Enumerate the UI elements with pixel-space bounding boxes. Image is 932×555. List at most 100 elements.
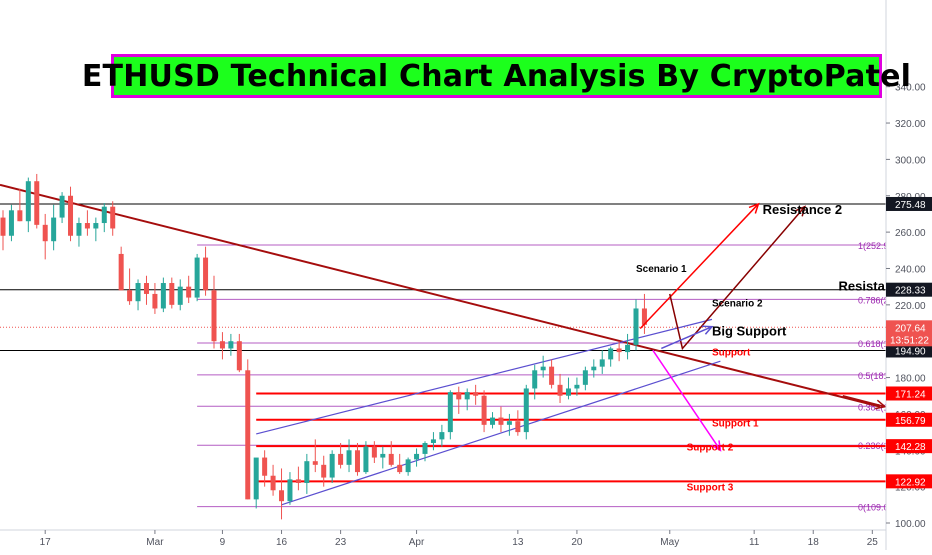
time-axis: 17 Mar 9 16 23 Apr 13 20 May 11 18 25 <box>0 529 886 548</box>
candle-body <box>236 341 242 371</box>
annotation-label: Big Support <box>712 324 787 339</box>
candle-body <box>219 341 225 349</box>
candle-body <box>34 181 40 225</box>
scenario-arrows <box>639 202 887 452</box>
price-level-badge <box>886 439 932 454</box>
current-price-label: 207.64 <box>895 323 926 334</box>
y-tick-label: 340.00 <box>895 83 926 94</box>
price-level-badge <box>886 412 932 427</box>
candle-body <box>565 388 571 396</box>
fib-level-label: 0.5(181 <box>858 371 889 381</box>
candle-body <box>506 421 512 425</box>
candle-body <box>405 459 411 473</box>
candle-body <box>8 210 14 236</box>
x-tick-label: 9 <box>220 537 226 548</box>
fibonacci-levels: 1(252.90.786(20.618(10.5(1810.382(10.236… <box>197 241 889 513</box>
price-level-label: 171.24 <box>895 389 926 400</box>
candle-body <box>447 392 453 433</box>
candle-body <box>515 421 521 433</box>
breakdown-arrow <box>652 349 722 451</box>
annotation-label: Resistance 2 <box>763 202 843 217</box>
candle-body <box>17 210 23 222</box>
candles <box>0 173 647 520</box>
candle-body <box>84 223 90 229</box>
candle-body <box>388 453 394 465</box>
candle-body <box>51 217 57 242</box>
fib-level-label: 1(252.9 <box>858 241 889 251</box>
annotation-label: Scenario 1 <box>636 264 687 275</box>
candle-body <box>591 366 597 371</box>
x-tick-label: 23 <box>335 537 347 548</box>
candle-body <box>354 450 360 473</box>
price-level-label: 156.79 <box>895 416 926 427</box>
price-axis-bg <box>886 0 932 550</box>
y-tick-label: 180.00 <box>895 374 926 385</box>
candle-body <box>608 348 614 360</box>
scenario1-arrow-head <box>748 202 760 214</box>
candle-body <box>321 464 327 478</box>
candle-body <box>118 253 124 291</box>
candle-body <box>68 195 74 236</box>
y-tick-label: 240.00 <box>895 264 926 275</box>
candle-body <box>616 348 622 353</box>
candle-body <box>338 453 344 465</box>
candle-body <box>473 392 479 396</box>
fib-level-label: 0.786(2 <box>858 295 889 305</box>
candle-body <box>430 439 436 444</box>
trendline-arrow <box>842 395 886 408</box>
candle-body <box>262 457 268 476</box>
annotation-label: Support 1 <box>712 419 759 430</box>
candle-body <box>380 453 386 458</box>
price-level-label: 275.48 <box>895 200 926 211</box>
candle-body <box>641 308 647 325</box>
candle-body <box>464 392 470 400</box>
candle-body <box>143 283 149 294</box>
x-tick-label: Apr <box>409 537 425 548</box>
channel-lower-line <box>281 360 721 506</box>
candle-body <box>211 290 217 342</box>
x-tick-label: 17 <box>40 537 52 548</box>
scenario1-arrow <box>639 203 759 329</box>
current-price-badge <box>886 320 932 347</box>
x-tick-label: 18 <box>808 537 820 548</box>
candle-body <box>304 461 310 484</box>
candle-body <box>42 224 48 242</box>
candle-body <box>540 366 546 371</box>
candle-body <box>363 446 369 473</box>
y-tick-label: 300.00 <box>895 155 926 166</box>
channel-target-arrow-head <box>701 325 714 335</box>
candle-body <box>177 286 183 305</box>
candle-body <box>371 446 377 458</box>
candle-body <box>203 257 209 291</box>
candle-body <box>599 359 605 367</box>
breakdown-arrow-head <box>711 440 722 452</box>
candle-body <box>549 366 555 385</box>
candle-body <box>279 490 285 502</box>
candle-body <box>93 223 99 229</box>
price-level-badge <box>886 386 932 401</box>
candle-body <box>101 206 107 224</box>
y-tick-label: 320.00 <box>895 119 926 130</box>
fib-level-label: 0(109.0 <box>858 503 889 513</box>
scenario2-arrow <box>669 206 806 351</box>
candle-body <box>295 479 301 484</box>
y-tick-label: 220.00 <box>895 301 926 312</box>
price-level-badge <box>886 474 932 489</box>
channel-target-arrow <box>661 325 713 350</box>
candle-body <box>481 395 487 425</box>
price-level-label: 228.33 <box>895 286 926 297</box>
candle-body <box>329 453 335 478</box>
candle-body <box>0 217 6 236</box>
fib-level-label: 0.382(1 <box>858 402 889 412</box>
candle-body <box>127 290 133 302</box>
candle-body <box>135 283 141 302</box>
candle-body <box>490 417 496 425</box>
price-levels <box>0 203 886 483</box>
x-tick-label: 20 <box>571 537 583 548</box>
trendline-arrow-head <box>875 399 887 410</box>
countdown-label: 13:51:22 <box>890 335 929 346</box>
price-level-label: 122.92 <box>895 477 926 488</box>
price-level-badge <box>886 196 932 211</box>
